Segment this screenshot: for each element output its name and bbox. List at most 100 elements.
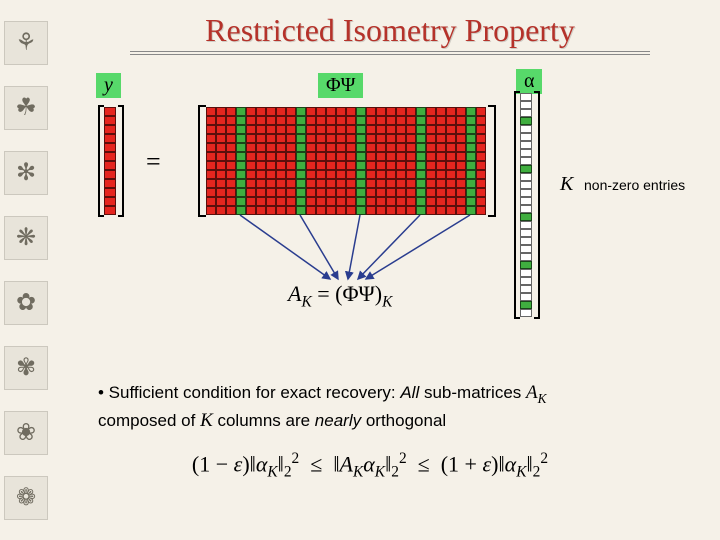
- grid-cell: [316, 170, 326, 179]
- grid-cell: [246, 107, 256, 116]
- grid-cell: [206, 143, 216, 152]
- grid-cell: [286, 170, 296, 179]
- grid-cell: [396, 188, 406, 197]
- grid-cell: [336, 152, 346, 161]
- grid-cell: [256, 152, 266, 161]
- grid-cell: [476, 188, 486, 197]
- grid-cell: [366, 206, 376, 215]
- grid-cell: [436, 188, 446, 197]
- alpha-vector-grid: [520, 93, 532, 317]
- grid-cell: [104, 116, 116, 125]
- grid-cell: [316, 107, 326, 116]
- grid-cell: [356, 125, 366, 134]
- AK-formula: AK = (ΦΨ)K: [288, 281, 392, 311]
- grid-cell: [266, 125, 276, 134]
- grid-cell: [446, 188, 456, 197]
- grid-cell: [236, 116, 246, 125]
- grid-cell: [266, 116, 276, 125]
- grid-cell: [426, 197, 436, 206]
- grid-cell: [426, 170, 436, 179]
- bullet-line2d: orthogonal: [361, 411, 446, 430]
- grid-cell: [346, 107, 356, 116]
- grid-cell: [286, 179, 296, 188]
- grid-cell: [236, 143, 246, 152]
- grid-cell: [256, 116, 266, 125]
- grid-cell: [366, 161, 376, 170]
- ornament-icon: ✿: [4, 281, 48, 325]
- grid-cell: [206, 116, 216, 125]
- grid-cell: [216, 116, 226, 125]
- grid-cell: [416, 170, 426, 179]
- grid-cell: [520, 229, 532, 237]
- grid-cell: [356, 170, 366, 179]
- grid-cell: [226, 179, 236, 188]
- grid-cell: [306, 161, 316, 170]
- grid-cell: [326, 143, 336, 152]
- grid-cell: [216, 179, 226, 188]
- grid-cell: [520, 157, 532, 165]
- grid-cell: [306, 134, 316, 143]
- grid-cell: [336, 188, 346, 197]
- grid-cell: [336, 134, 346, 143]
- grid-cell: [520, 221, 532, 229]
- grid-cell: [286, 197, 296, 206]
- grid-cell: [356, 197, 366, 206]
- grid-cell: [436, 161, 446, 170]
- rip-inequality: (1 − ε)‖αK‖22 ≤ ‖AKαK‖22 ≤ (1 + ε)‖αK‖22: [70, 450, 670, 482]
- grid-cell: [376, 134, 386, 143]
- grid-cell: [104, 125, 116, 134]
- ornament-icon: ❀: [4, 411, 48, 455]
- grid-cell: [256, 179, 266, 188]
- grid-cell: [386, 125, 396, 134]
- grid-cell: [476, 179, 486, 188]
- grid-cell: [276, 116, 286, 125]
- grid-cell: [520, 293, 532, 301]
- matrix-bracket-left: [198, 105, 206, 217]
- grid-cell: [426, 179, 436, 188]
- grid-cell: [466, 170, 476, 179]
- bullet-line2c: nearly: [315, 411, 361, 430]
- grid-cell: [466, 116, 476, 125]
- grid-cell: [246, 152, 256, 161]
- grid-cell: [520, 93, 532, 101]
- bullet-line2a: composed of: [98, 411, 200, 430]
- grid-cell: [276, 161, 286, 170]
- grid-cell: [416, 179, 426, 188]
- grid-cell: [216, 152, 226, 161]
- grid-cell: [226, 188, 236, 197]
- grid-cell: [296, 170, 306, 179]
- y-vector-grid: [104, 107, 116, 215]
- grid-cell: [406, 134, 416, 143]
- grid-cell: [376, 170, 386, 179]
- grid-cell: [306, 116, 316, 125]
- grid-cell: [466, 188, 476, 197]
- grid-cell: [366, 143, 376, 152]
- grid-cell: [386, 170, 396, 179]
- grid-cell: [406, 116, 416, 125]
- grid-cell: [456, 143, 466, 152]
- bullet-condition: • Sufficient condition for exact recover…: [98, 380, 688, 433]
- grid-cell: [466, 143, 476, 152]
- grid-cell: [416, 116, 426, 125]
- ornament-icon: ❁: [4, 476, 48, 520]
- grid-cell: [406, 188, 416, 197]
- grid-cell: [346, 161, 356, 170]
- K-label: K: [560, 173, 573, 196]
- grid-cell: [376, 179, 386, 188]
- grid-cell: [416, 125, 426, 134]
- grid-cell: [216, 170, 226, 179]
- nonzero-label: non-zero entries: [584, 177, 685, 193]
- grid-cell: [520, 189, 532, 197]
- ornament-icon: ☘: [4, 86, 48, 130]
- grid-cell: [416, 134, 426, 143]
- grid-cell: [446, 107, 456, 116]
- grid-cell: [396, 161, 406, 170]
- grid-cell: [456, 179, 466, 188]
- equals-sign-1: =: [146, 147, 161, 177]
- grid-cell: [446, 134, 456, 143]
- grid-cell: [416, 143, 426, 152]
- grid-cell: [316, 197, 326, 206]
- grid-cell: [366, 152, 376, 161]
- grid-cell: [520, 149, 532, 157]
- grid-cell: [246, 116, 256, 125]
